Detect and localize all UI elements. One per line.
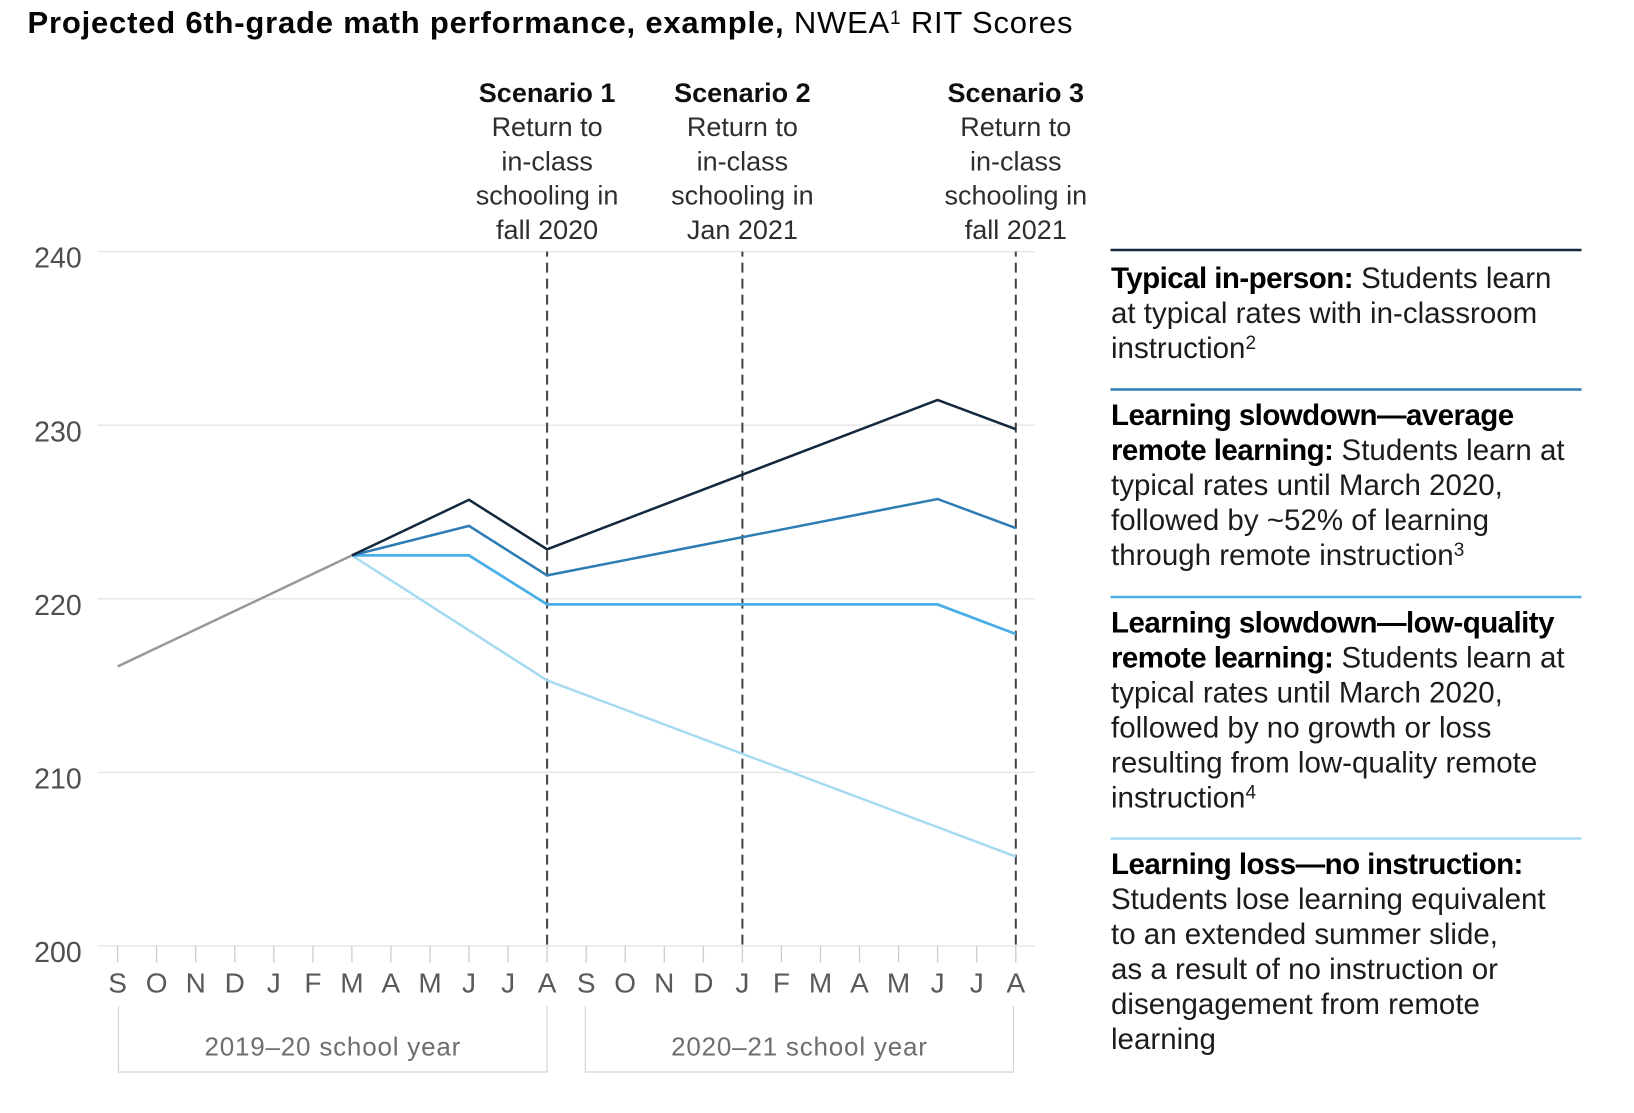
svg-text:210: 210 <box>34 764 82 796</box>
svg-text:Jan 2021: Jan 2021 <box>687 215 798 245</box>
svg-text:A: A <box>1006 968 1025 999</box>
svg-text:schooling in: schooling in <box>476 181 619 211</box>
svg-text:fall 2020: fall 2020 <box>496 215 598 245</box>
svg-text:Scenario 2: Scenario 2 <box>674 78 811 108</box>
svg-text:Students lose learning equival: Students lose learning equivalent <box>1111 883 1546 916</box>
svg-text:S: S <box>108 968 127 999</box>
svg-text:J: J <box>735 968 749 999</box>
svg-text:disengagement from remote: disengagement from remote <box>1111 988 1480 1021</box>
svg-text:J: J <box>462 968 476 999</box>
svg-text:at typical rates with in-class: at typical rates with in-classroom <box>1111 297 1537 330</box>
svg-text:through remote instruction3: through remote instruction3 <box>1111 539 1464 572</box>
svg-text:J: J <box>267 968 281 999</box>
svg-text:A: A <box>850 968 869 999</box>
svg-text:schooling in: schooling in <box>671 181 814 211</box>
svg-text:in-class: in-class <box>697 146 789 176</box>
svg-text:J: J <box>501 968 515 999</box>
svg-text:Return to: Return to <box>960 112 1071 142</box>
svg-text:200: 200 <box>34 937 82 969</box>
svg-text:M: M <box>887 968 910 999</box>
svg-text:M: M <box>418 968 441 999</box>
svg-text:230: 230 <box>34 416 82 448</box>
svg-text:2020–21 school year: 2020–21 school year <box>671 1032 928 1062</box>
svg-text:typical rates until March 2020: typical rates until March 2020, <box>1111 677 1503 710</box>
svg-text:2019–20 school year: 2019–20 school year <box>204 1032 461 1062</box>
svg-text:J: J <box>931 968 945 999</box>
svg-text:S: S <box>577 968 596 999</box>
svg-text:220: 220 <box>34 590 82 622</box>
svg-text:O: O <box>614 968 636 999</box>
svg-text:Scenario 1: Scenario 1 <box>479 78 616 108</box>
svg-text:typical rates until March 2020: typical rates until March 2020, <box>1111 469 1503 502</box>
svg-text:N: N <box>186 968 206 999</box>
svg-text:schooling in: schooling in <box>945 181 1088 211</box>
svg-text:Learning slowdown—low-quality: Learning slowdown—low-quality <box>1111 607 1555 640</box>
svg-text:A: A <box>382 968 401 999</box>
svg-text:learning: learning <box>1111 1023 1216 1056</box>
svg-text:A: A <box>538 968 557 999</box>
svg-text:F: F <box>773 968 790 999</box>
svg-text:N: N <box>654 968 674 999</box>
svg-text:remote learning: Students lear: remote learning: Students learn at <box>1111 642 1565 675</box>
svg-text:fall 2021: fall 2021 <box>965 215 1067 245</box>
svg-text:followed by no growth or loss: followed by no growth or loss <box>1111 712 1491 745</box>
svg-text:M: M <box>340 968 363 999</box>
svg-text:Learning loss—no instruction:: Learning loss—no instruction: <box>1111 848 1523 881</box>
svg-text:Return to: Return to <box>687 112 798 142</box>
svg-text:M: M <box>809 968 832 999</box>
svg-text:remote learning: Students lear: remote learning: Students learn at <box>1111 434 1565 467</box>
svg-text:240: 240 <box>34 243 82 275</box>
svg-text:Scenario 3: Scenario 3 <box>948 78 1085 108</box>
svg-text:F: F <box>304 968 321 999</box>
svg-text:instruction2: instruction2 <box>1111 332 1256 365</box>
svg-text:resulting from low-quality rem: resulting from low-quality remote <box>1111 747 1537 780</box>
svg-text:to an extended summer slide,: to an extended summer slide, <box>1111 918 1498 951</box>
svg-text:in-class: in-class <box>501 146 593 176</box>
svg-text:Typical in-person: Students le: Typical in-person: Students learn <box>1111 262 1551 295</box>
svg-text:Projected 6th-grade math perfo: Projected 6th-grade math performance, ex… <box>28 5 1074 40</box>
svg-text:Learning slowdown—average: Learning slowdown—average <box>1111 399 1514 432</box>
svg-text:in-class: in-class <box>970 146 1062 176</box>
svg-text:D: D <box>225 968 245 999</box>
svg-text:Return to: Return to <box>492 112 603 142</box>
svg-text:O: O <box>146 968 168 999</box>
svg-text:followed by ~52% of learning: followed by ~52% of learning <box>1111 504 1489 537</box>
svg-text:D: D <box>693 968 713 999</box>
svg-text:J: J <box>970 968 984 999</box>
svg-text:as a result of no instruction: as a result of no instruction or <box>1111 953 1498 986</box>
svg-text:instruction4: instruction4 <box>1111 782 1256 815</box>
